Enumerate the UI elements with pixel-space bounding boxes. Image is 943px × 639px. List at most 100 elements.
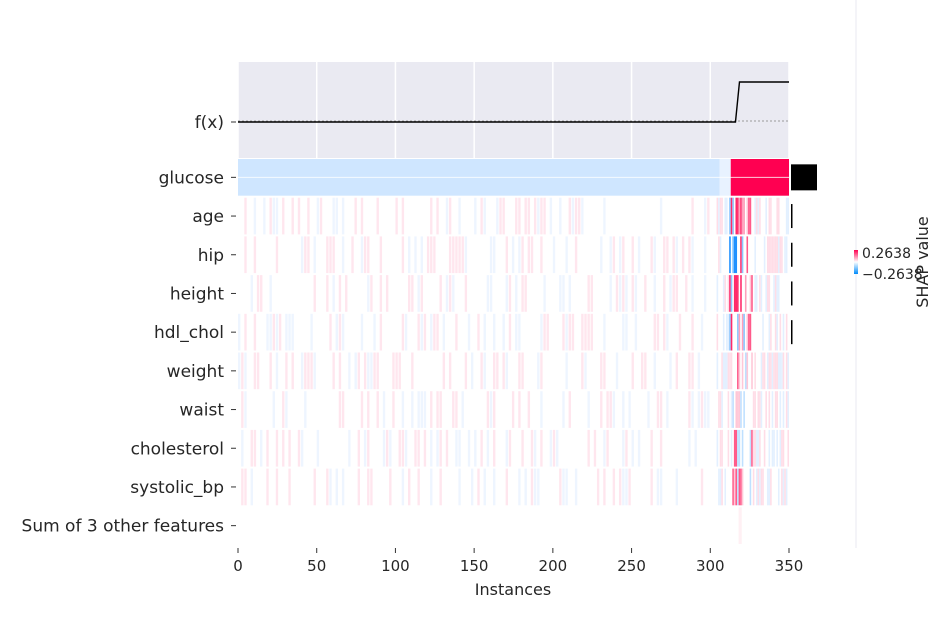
x-tick-label: 200 — [539, 557, 568, 575]
heat-cell — [615, 352, 619, 390]
heat-cell — [777, 275, 780, 312]
heat-cell — [256, 275, 260, 312]
heat-cell — [721, 429, 723, 467]
heat-cell — [341, 391, 345, 428]
heatmap-cells — [238, 159, 789, 544]
heat-cell — [782, 429, 785, 467]
heat-cell — [781, 429, 783, 467]
heat-cell — [524, 197, 527, 235]
heat-cell — [774, 236, 777, 274]
heat-cell — [647, 391, 650, 428]
heat-cell — [238, 352, 241, 390]
heat-cell — [781, 468, 783, 506]
heat-cell — [707, 197, 710, 235]
heat-cell — [313, 275, 316, 312]
heat-cell — [382, 391, 386, 428]
heat-cell — [574, 197, 578, 235]
heat-cell — [568, 197, 571, 235]
heat-cell — [766, 352, 769, 390]
heat-cell — [759, 468, 761, 506]
heat-cell — [241, 429, 244, 467]
feature-label: hip — [198, 246, 224, 266]
feature-label: height — [170, 284, 225, 304]
heat-cell — [499, 197, 502, 235]
heat-cell — [740, 275, 742, 312]
heat-cell — [578, 197, 581, 235]
heat-cell — [348, 352, 351, 390]
heat-cell — [738, 352, 741, 390]
heat-cell — [370, 468, 373, 506]
heat-cell — [244, 197, 247, 235]
heat-cell — [659, 429, 663, 467]
heat-cell — [341, 468, 345, 506]
heat-cell — [755, 275, 758, 312]
heat-cell — [253, 313, 257, 351]
heat-cell — [423, 391, 427, 428]
heat-cell — [782, 391, 785, 428]
heat-cell — [771, 236, 774, 274]
heat-cell — [737, 429, 739, 467]
heat-cell — [733, 275, 736, 312]
heat-cell — [757, 197, 760, 235]
heat-cell — [763, 429, 766, 467]
heat-cell — [269, 352, 272, 390]
heat-cell — [733, 429, 736, 467]
heat-cell — [439, 391, 442, 428]
feature-importance-bars — [791, 164, 817, 345]
heat-cell — [310, 313, 313, 351]
heat-cell — [746, 236, 749, 274]
heat-cell — [288, 313, 291, 351]
x-tick-label: 100 — [381, 557, 410, 575]
heat-cell — [581, 352, 584, 390]
heat-cell — [420, 313, 423, 351]
heat-cell — [766, 236, 769, 274]
heat-cell — [565, 352, 568, 390]
heat-cell — [669, 352, 672, 390]
heat-cell — [749, 275, 752, 312]
heat-cell — [650, 468, 653, 506]
heat-cell — [291, 197, 294, 235]
heat-cell — [382, 429, 386, 467]
heat-cell — [335, 197, 338, 235]
heat-cell — [493, 313, 496, 351]
heat-cell — [316, 197, 320, 235]
heat-cell — [574, 468, 578, 506]
heat-cell — [348, 429, 351, 467]
heat-cell — [768, 313, 771, 351]
heat-cell — [357, 468, 361, 506]
heat-cell — [568, 391, 571, 428]
heat-cell — [762, 313, 764, 351]
importance-bar — [791, 242, 793, 267]
heat-cell — [310, 352, 313, 390]
heat-cell — [354, 197, 357, 235]
heat-cell — [751, 352, 753, 390]
heat-cell — [659, 197, 663, 235]
heat-cell — [768, 236, 771, 274]
heat-cell — [622, 429, 625, 467]
heat-cell — [559, 197, 562, 235]
heat-cell — [716, 275, 719, 312]
heat-cell — [688, 429, 691, 467]
heat-cell — [631, 236, 634, 274]
heat-cell — [703, 197, 707, 235]
heat-cell — [659, 391, 663, 428]
heat-cell — [732, 197, 734, 235]
heat-cell — [341, 313, 345, 351]
heat-cell — [737, 391, 739, 428]
heat-cell — [754, 352, 756, 390]
heat-cell — [740, 391, 742, 428]
heat-cell — [395, 197, 398, 235]
heat-cell — [452, 275, 455, 312]
heat-cell — [724, 352, 727, 390]
heat-cell — [360, 236, 364, 274]
heat-cell — [401, 197, 405, 235]
heat-cell — [272, 313, 275, 351]
heat-cell — [768, 275, 771, 312]
heat-cell — [666, 391, 669, 428]
heat-cell — [653, 275, 656, 312]
heat-cell — [752, 429, 755, 467]
heat-cell — [527, 236, 531, 274]
heat-cell — [533, 468, 537, 506]
heat-cell — [587, 275, 590, 312]
heat-cell — [524, 275, 527, 312]
